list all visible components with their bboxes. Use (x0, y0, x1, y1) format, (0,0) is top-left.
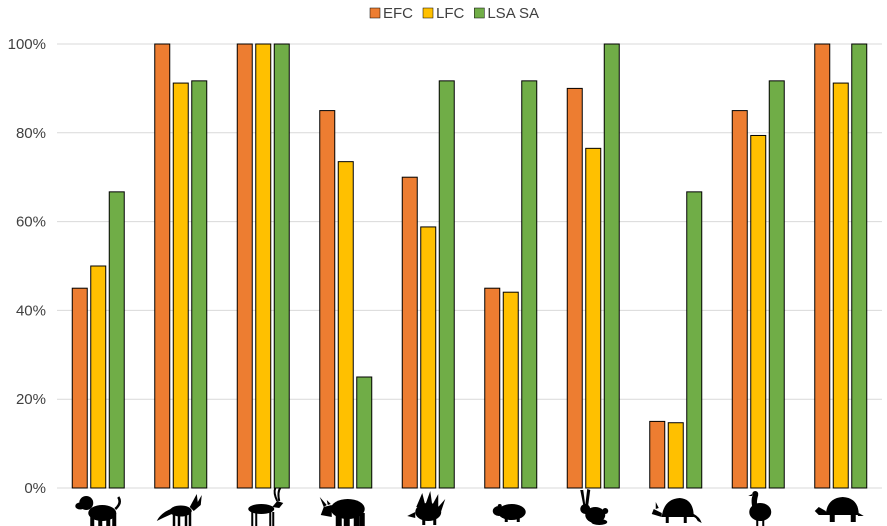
y-tick-label: 0% (24, 480, 46, 497)
y-tick-label: 40% (16, 302, 46, 319)
rhino-icon (319, 497, 365, 526)
bar-lfc-armadillo (667, 422, 684, 489)
y-axis: 0% 20% 40% 60% 80% 100% (8, 36, 46, 497)
bar-lfc-guineafowl (750, 134, 767, 489)
bar-lsa-sa-armadillo (686, 191, 703, 489)
legend-label: LSA SA (487, 5, 539, 22)
bar-efc-porcupine (401, 176, 418, 489)
legend-swatch (474, 7, 485, 19)
y-tick-label: 60% (16, 214, 46, 231)
bar-lsa-sa-hare (603, 43, 620, 489)
bar-efc-guineafowl (731, 110, 748, 489)
bar-lfc-tortoise (832, 82, 849, 489)
legend-swatch (369, 7, 381, 19)
baboon-icon (75, 496, 121, 526)
bar-lfc-porcupine (420, 226, 437, 489)
legend-label: LFC (436, 5, 465, 22)
bar-lsa-sa-baboon (108, 191, 125, 489)
bar-lsa-sa-rodent (521, 80, 538, 489)
bar-efc-tortoise (814, 43, 831, 489)
bar-lsa-sa-rhinoceros (356, 376, 373, 489)
bar-lfc-baboon (90, 265, 107, 489)
armadillo-icon (651, 498, 702, 523)
bar-efc-hare (566, 87, 583, 489)
bar-lsa-sa-jackal (191, 80, 208, 489)
bars (71, 43, 868, 489)
y-tick-label: 20% (16, 391, 46, 408)
bar-lfc-jackal (172, 82, 189, 489)
bar-efc-rhinoceros (319, 110, 336, 489)
bar-lfc-rodent (502, 291, 519, 489)
bar-efc-baboon (71, 287, 88, 489)
jackal-icon (156, 494, 202, 526)
y-tick-label: 80% (16, 125, 46, 142)
y-tick-label: 100% (8, 36, 46, 53)
bar-lfc-antelope (255, 43, 272, 489)
bar-lsa-sa-guineafowl (768, 80, 785, 489)
category-icons (75, 487, 864, 526)
bar-efc-jackal (154, 43, 171, 489)
bar-lsa-sa-tortoise (851, 43, 868, 489)
bar-lsa-sa-porcupine (438, 80, 455, 489)
legend-label: EFC (383, 5, 413, 22)
bar-efc-antelope (236, 43, 253, 489)
legend-swatch (422, 7, 434, 19)
porcupine-icon (407, 491, 446, 525)
guineafowl-icon (748, 491, 772, 526)
antelope-icon (248, 487, 284, 526)
tortoise-icon (814, 497, 864, 522)
bar-lfc-hare (585, 147, 602, 489)
legend: EFC LFC LSA SA (369, 5, 539, 22)
rodent-icon (492, 504, 526, 522)
hare-icon (580, 489, 609, 525)
bar-efc-armadillo (649, 420, 666, 489)
bar-efc-rodent (484, 287, 501, 489)
bar-lsa-sa-antelope (273, 43, 290, 489)
bar-lfc-rhinoceros (337, 161, 354, 489)
